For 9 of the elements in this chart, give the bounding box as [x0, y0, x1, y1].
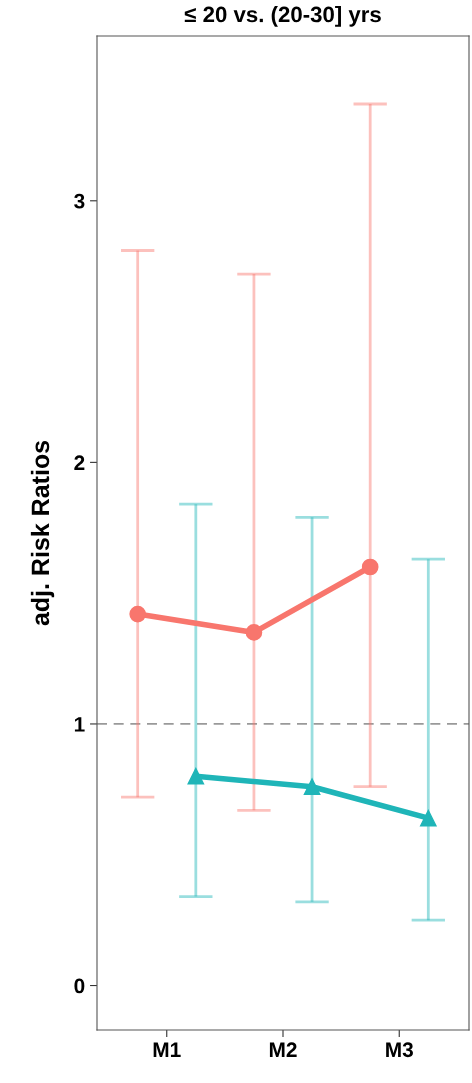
x-tick-label: M3	[386, 1042, 413, 1058]
y-tick-label: 1	[74, 717, 85, 732]
y-axis-title: adj. Risk Ratios	[30, 440, 55, 626]
chart-title: ≤ 20 vs. (20-30] yrs	[184, 6, 381, 27]
x-tick-label: M1	[153, 1042, 181, 1057]
y-tick-label: 2	[74, 455, 85, 470]
y-tick-label: 3	[74, 193, 85, 209]
x-tick-label: M2	[269, 1042, 297, 1057]
y-tick-label: 0	[74, 978, 85, 994]
